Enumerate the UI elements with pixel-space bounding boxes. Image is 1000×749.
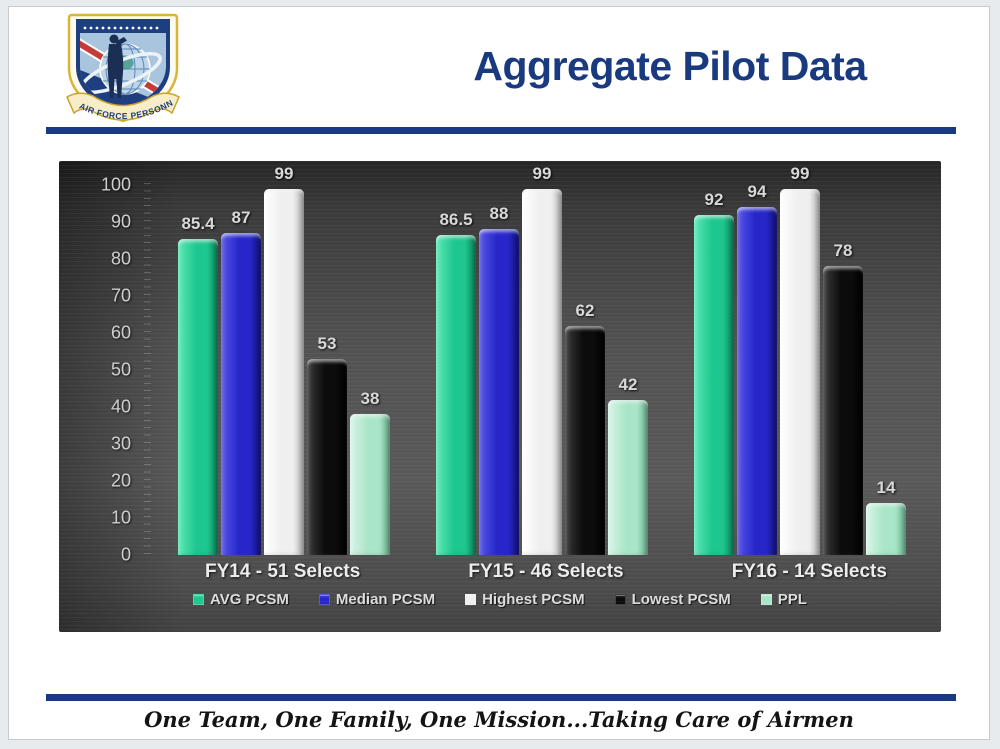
- chart-legend: AVG PCSM Median PCSM Highest PCSM Lowest PC…: [59, 589, 941, 625]
- x-axis-label-2: FY16 - 14 Selects: [731, 561, 887, 582]
- bar-lowest-pcsm-1: 62: [565, 301, 605, 555]
- bar-value-label: 99: [532, 163, 552, 183]
- y-tick-70: 70: [110, 285, 131, 306]
- bar-value-label: 86.5: [439, 209, 473, 229]
- x-axis-label-0: FY14 - 51 Selects: [205, 561, 361, 582]
- y-tick-100: 100: [100, 174, 131, 195]
- bar-ppl-1: 42: [608, 375, 648, 555]
- header-rule: [46, 127, 956, 134]
- y-tick-40: 40: [110, 396, 131, 417]
- bar-value-label: 14: [876, 478, 896, 498]
- legend-item-median-pcsm: Median PCSM: [318, 591, 436, 608]
- legend-label: Lowest PCSM: [631, 591, 731, 608]
- y-tick-90: 90: [110, 211, 131, 232]
- legend-swatch: [760, 594, 772, 605]
- bar-value-label: 85.4: [181, 214, 215, 234]
- y-tick-0: 0: [120, 544, 131, 565]
- legend-label: Median PCSM: [335, 591, 436, 608]
- legend-item-lowest-pcsm: Lowest PCSM: [614, 591, 731, 608]
- bar-value-label: 87: [231, 208, 251, 228]
- bar-value-label: 88: [489, 204, 509, 224]
- x-axis-label-1: FY15 - 46 Selects: [468, 561, 624, 582]
- bar-group-1: 86.5 88 99 62 42: [413, 164, 671, 555]
- star-band: [80, 23, 166, 33]
- bar-highest-pcsm-1: 99: [522, 164, 562, 555]
- afpc-logo: AIR FORCE PERSONNEL CENTER: [57, 9, 180, 123]
- y-tick-50: 50: [110, 359, 131, 380]
- y-tick-10: 10: [110, 507, 131, 528]
- bar-highest-pcsm-2: 99: [780, 164, 820, 555]
- bar-median-pcsm-1: 88: [479, 204, 519, 555]
- x-axis-labels: FY14 - 51 Selects FY15 - 46 Selects FY16 -…: [151, 555, 941, 589]
- y-axis-scale: 0 10 20 30 40 50 60 70 80 90 100: [59, 175, 151, 565]
- footer-rule: [46, 694, 956, 701]
- y-axis: 0 10 20 30 40 50 60 70 80 90 100: [59, 161, 151, 565]
- legend-label: Highest PCSM: [482, 591, 585, 608]
- bar-groups: 85.4 87 99 53 38 86.5 88 99 62 42 92 94 99 78 14: [155, 164, 929, 555]
- bar-value-label: 78: [833, 241, 853, 261]
- bar-ppl-2: 14: [866, 478, 906, 555]
- page-title: Aggregate Pilot Data: [473, 43, 867, 89]
- bar-group-0: 85.4 87 99 53 38: [155, 164, 413, 555]
- bar-value-label: 99: [274, 163, 294, 183]
- bar-lowest-pcsm-0: 53: [307, 334, 347, 555]
- bar-value-label: 53: [317, 333, 337, 353]
- ribbon-banner: [66, 92, 180, 121]
- pilot-data-bar-chart: 0 10 20 30 40 50 60 70 80 90 100 85.4 87 99 53 38 86.5 8…: [59, 161, 941, 632]
- bar-value-label: 94: [747, 182, 767, 202]
- legend-label: PPL: [777, 591, 807, 608]
- legend-swatch: [193, 594, 204, 605]
- bar-highest-pcsm-0: 99: [264, 164, 304, 555]
- bar-avg-pcsm-1: 86.5: [436, 210, 476, 555]
- bar-group-2: 92 94 99 78 14: [671, 164, 929, 555]
- plot-area: 85.4 87 99 53 38 86.5 88 99 62 42 92 94 99 78 14: [151, 161, 941, 555]
- legend-swatch: [318, 594, 330, 605]
- legend-item-ppl: PPL: [760, 591, 807, 608]
- y-tick-60: 60: [110, 322, 131, 343]
- legend-swatch: [465, 594, 477, 605]
- airman-silhouette: [107, 34, 127, 98]
- slide: AIR FORCE PERSONNEL CENTER Aggregate Pil…: [8, 6, 990, 740]
- bar-lowest-pcsm-2: 78: [823, 241, 863, 555]
- legend-item-avg-pcsm: AVG PCSM: [193, 591, 289, 608]
- legend-item-highest-pcsm: Highest PCSM: [465, 591, 585, 608]
- y-tick-80: 80: [110, 248, 131, 269]
- y-tick-20: 20: [110, 470, 131, 491]
- bar-avg-pcsm-2: 92: [694, 190, 734, 555]
- bar-value-label: 62: [575, 300, 595, 320]
- bar-value-label: 38: [360, 389, 380, 409]
- bar-median-pcsm-0: 87: [221, 208, 261, 555]
- legend-label: AVG PCSM: [210, 591, 289, 608]
- bar-value-label: 99: [790, 163, 810, 183]
- bar-avg-pcsm-0: 85.4: [178, 214, 218, 555]
- stars: [83, 26, 159, 30]
- bar-median-pcsm-2: 94: [737, 182, 777, 555]
- footer-motto: One Team, One Family, One Mission...Taki…: [144, 707, 854, 732]
- bar-value-label: 42: [618, 374, 638, 394]
- bar-ppl-0: 38: [350, 389, 390, 555]
- bar-value-label: 92: [704, 189, 724, 209]
- legend-swatch: [614, 594, 626, 605]
- y-tick-30: 30: [110, 433, 131, 454]
